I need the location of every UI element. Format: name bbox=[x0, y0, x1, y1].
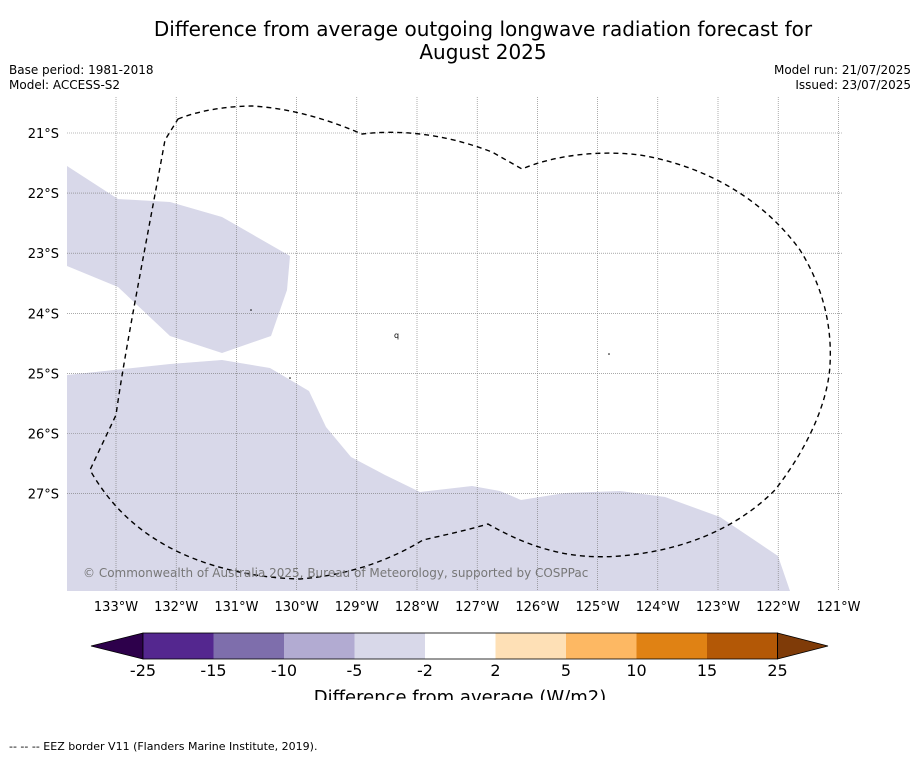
colorbar-tick-label: 15 bbox=[697, 661, 717, 680]
copyright-text: © Commonwealth of Australia 2025, Bureau… bbox=[83, 566, 588, 580]
lon-label: 125°W bbox=[576, 600, 620, 615]
meta-left: Base period: 1981-2018 Model: ACCESS-S2 bbox=[9, 63, 154, 93]
colorbar-tick-label: -15 bbox=[200, 661, 226, 680]
colorbar-tick-labels: -25 -15 -10 -5 -2 2 5 10 15 25 bbox=[130, 661, 788, 680]
model-name: Model: ACCESS-S2 bbox=[9, 78, 121, 92]
lat-label: 25°S bbox=[28, 367, 59, 382]
colorbar-tick-label: -10 bbox=[271, 661, 297, 680]
colorbar-tick-label: -2 bbox=[417, 661, 433, 680]
lat-label: 23°S bbox=[28, 247, 59, 262]
colorbar-swatch bbox=[495, 633, 566, 659]
title-line-1: Difference from average outgoing longwav… bbox=[153, 17, 813, 41]
lon-label: 122°W bbox=[756, 600, 800, 615]
longitude-labels: 133°W 132°W 131°W 130°W 129°W 128°W 127°W 126°W… bbox=[94, 600, 861, 615]
lon-label: 124°W bbox=[636, 600, 680, 615]
latitude-labels: 21°S 22°S 23°S 24°S 25°S 26°S 27°S bbox=[28, 127, 59, 503]
colorbar bbox=[90, 632, 829, 660]
base-period: Base period: 1981-2018 bbox=[9, 63, 154, 77]
meta-right: Model run: 21/07/2025 Issued: 23/07/2025 bbox=[774, 63, 911, 93]
lat-label: 24°S bbox=[28, 307, 59, 322]
colorbar-under-arrow bbox=[90, 632, 144, 660]
colorbar-swatch bbox=[425, 633, 496, 659]
lon-label: 123°W bbox=[696, 600, 740, 615]
colorbar-tick-label: 25 bbox=[767, 661, 787, 680]
lon-label: 132°W bbox=[154, 600, 198, 615]
lon-label: 128°W bbox=[395, 600, 439, 615]
colorbar-swatch bbox=[707, 633, 778, 659]
issued-date: Issued: 23/07/2025 bbox=[795, 78, 911, 92]
colorbar-swatch bbox=[354, 633, 425, 659]
eez-border bbox=[89, 105, 832, 580]
lon-label: 126°W bbox=[515, 600, 559, 615]
colorbar-swatch bbox=[636, 633, 707, 659]
colorbar-title: Difference from average (W/m2) bbox=[314, 687, 606, 700]
colorbar-outline bbox=[142, 632, 778, 660]
lat-label: 26°S bbox=[28, 428, 59, 443]
lon-label: 129°W bbox=[335, 600, 379, 615]
lon-label: 121°W bbox=[816, 600, 860, 615]
colorbar-tick-label: -5 bbox=[347, 661, 363, 680]
title-line-2: August 2025 bbox=[419, 40, 547, 64]
anomaly-region-north bbox=[67, 166, 290, 353]
map-title: Difference from average outgoing longwav… bbox=[0, 18, 919, 64]
lon-label: 133°W bbox=[94, 600, 138, 615]
lat-label: 22°S bbox=[28, 187, 59, 202]
map: 21°S22°S23°S24°S25°S26°S27°S 133°W 132°W 1… bbox=[28, 97, 861, 700]
lon-label: 130°W bbox=[275, 600, 319, 615]
lon-label: 131°W bbox=[214, 600, 258, 615]
svg-text:q: q bbox=[394, 331, 399, 340]
lat-label: 21°S bbox=[28, 127, 59, 142]
lat-label: 27°S bbox=[28, 488, 59, 503]
model-run: Model run: 21/07/2025 bbox=[773, 63, 911, 77]
colorbar-tick-label: 5 bbox=[561, 661, 571, 680]
colorbar-swatch bbox=[143, 633, 214, 659]
island-marks: q bbox=[250, 309, 610, 379]
colorbar-swatch bbox=[213, 633, 284, 659]
lon-label: 127°W bbox=[455, 600, 499, 615]
colorbar-tick-label: 2 bbox=[490, 661, 500, 680]
colorbar-swatch bbox=[284, 633, 355, 659]
anomaly-region-south bbox=[67, 360, 790, 591]
colorbar-tick-label: -25 bbox=[130, 661, 156, 680]
colorbar-over-arrow bbox=[777, 632, 829, 660]
graticule bbox=[67, 97, 842, 591]
eez-legend-note: -- -- -- EEZ border V11 (Flanders Marine… bbox=[9, 740, 318, 753]
colorbar-swatch bbox=[566, 633, 637, 659]
colorbar-tick-label: 10 bbox=[626, 661, 646, 680]
